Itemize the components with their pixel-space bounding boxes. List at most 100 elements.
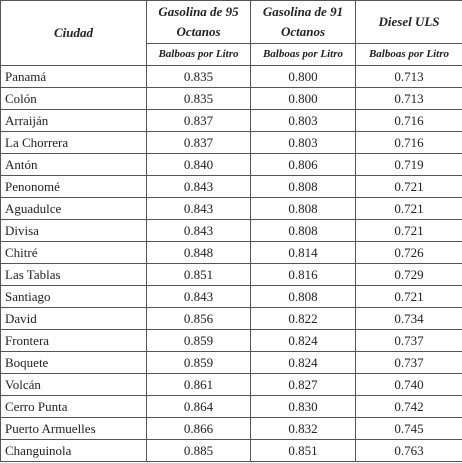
price-cell: 0.843 [146, 175, 251, 198]
price-cell: 0.843 [146, 285, 251, 308]
price-cell: 0.721 [355, 175, 462, 198]
price-cell: 0.859 [146, 329, 251, 352]
price-cell: 0.816 [250, 263, 356, 286]
data-row: Boquete 0.859 0.824 0.737 [0, 351, 462, 374]
header-cell: Gasolina de 91 Octanos [250, 0, 356, 44]
city-cell: La Chorrera [0, 131, 147, 154]
price-cell: 0.851 [250, 439, 356, 462]
city-cell: David [0, 307, 147, 330]
price-cell: 0.848 [146, 241, 251, 264]
price-cell: 0.740 [355, 373, 462, 396]
price-cell: 0.824 [250, 329, 356, 352]
price-cell: 0.861 [146, 373, 251, 396]
price-cell: 0.843 [146, 219, 251, 242]
header-cell: Diesel ULS [355, 0, 462, 44]
data-row: Santiago 0.843 0.808 0.721 [0, 285, 462, 308]
data-row: Penonomé 0.843 0.808 0.721 [0, 175, 462, 198]
price-cell: 0.721 [355, 219, 462, 242]
data-row: Aguadulce 0.843 0.808 0.721 [0, 197, 462, 220]
city-cell: Aguadulce [0, 197, 147, 220]
price-cell: 0.843 [146, 197, 251, 220]
price-cell: 0.721 [355, 197, 462, 220]
city-cell: Volcán [0, 373, 147, 396]
price-cell: 0.734 [355, 307, 462, 330]
header-row: Ciudad Gasolina de 95 Octanos Gasolina d… [0, 0, 462, 66]
price-cell: 0.830 [250, 395, 356, 418]
city-cell: Cerro Punta [0, 395, 147, 418]
data-row: Cerro Punta 0.864 0.830 0.742 [0, 395, 462, 418]
unit-cell: Balboas por Litro [146, 43, 251, 66]
data-row: La Chorrera 0.837 0.803 0.716 [0, 131, 462, 154]
header-cell: Ciudad [0, 0, 147, 66]
price-cell: 0.832 [250, 417, 356, 440]
price-cell: 0.721 [355, 285, 462, 308]
data-row: Chitré 0.848 0.814 0.726 [0, 241, 462, 264]
city-cell: Puerto Armuelles [0, 417, 147, 440]
price-cell: 0.729 [355, 263, 462, 286]
price-cell: 0.837 [146, 109, 251, 132]
price-cell: 0.808 [250, 219, 356, 242]
price-cell: 0.827 [250, 373, 356, 396]
data-row: Puerto Armuelles 0.866 0.832 0.745 [0, 417, 462, 440]
price-cell: 0.737 [355, 329, 462, 352]
city-cell: Arraiján [0, 109, 147, 132]
price-cell: 0.745 [355, 417, 462, 440]
price-cell: 0.859 [146, 351, 251, 374]
price-cell: 0.737 [355, 351, 462, 374]
data-row: Colón 0.835 0.800 0.713 [0, 87, 462, 110]
city-cell: Boquete [0, 351, 147, 374]
data-row: Volcán 0.861 0.827 0.740 [0, 373, 462, 396]
price-cell: 0.856 [146, 307, 251, 330]
city-cell: Chitré [0, 241, 147, 264]
price-cell: 0.808 [250, 197, 356, 220]
price-cell: 0.763 [355, 439, 462, 462]
unit-cell: Balboas por Litro [250, 43, 356, 66]
data-row: Frontera 0.859 0.824 0.737 [0, 329, 462, 352]
price-cell: 0.835 [146, 65, 251, 88]
data-row: Divisa 0.843 0.808 0.721 [0, 219, 462, 242]
price-cell: 0.866 [146, 417, 251, 440]
city-cell: Santiago [0, 285, 147, 308]
city-cell: Penonomé [0, 175, 147, 198]
price-cell: 0.716 [355, 109, 462, 132]
unit-cell: Balboas por Litro [355, 43, 462, 66]
data-row: Panamá 0.835 0.800 0.713 [0, 65, 462, 88]
price-cell: 0.808 [250, 285, 356, 308]
city-cell: Divisa [0, 219, 147, 242]
data-row: David 0.856 0.822 0.734 [0, 307, 462, 330]
price-cell: 0.716 [355, 131, 462, 154]
price-cell: 0.742 [355, 395, 462, 418]
price-cell: 0.814 [250, 241, 356, 264]
price-cell: 0.840 [146, 153, 251, 176]
price-cell: 0.726 [355, 241, 462, 264]
header-cell: Gasolina de 95 Octanos [146, 0, 251, 44]
data-row: Antón 0.840 0.806 0.719 [0, 153, 462, 176]
price-cell: 0.837 [146, 131, 251, 154]
price-cell: 0.713 [355, 87, 462, 110]
city-cell: Antón [0, 153, 147, 176]
data-row: Changuinola 0.885 0.851 0.763 [0, 439, 462, 462]
price-cell: 0.713 [355, 65, 462, 88]
price-cell: 0.851 [146, 263, 251, 286]
data-row: Las Tablas 0.851 0.816 0.729 [0, 263, 462, 286]
price-cell: 0.803 [250, 131, 356, 154]
city-cell: Las Tablas [0, 263, 147, 286]
price-cell: 0.803 [250, 109, 356, 132]
city-cell: Colón [0, 87, 147, 110]
city-cell: Panamá [0, 65, 147, 88]
price-cell: 0.835 [146, 87, 251, 110]
price-cell: 0.806 [250, 153, 356, 176]
price-cell: 0.885 [146, 439, 251, 462]
price-cell: 0.808 [250, 175, 356, 198]
price-cell: 0.800 [250, 87, 356, 110]
city-cell: Changuinola [0, 439, 147, 462]
price-cell: 0.719 [355, 153, 462, 176]
price-cell: 0.864 [146, 395, 251, 418]
data-row: Arraiján 0.837 0.803 0.716 [0, 109, 462, 132]
price-cell: 0.824 [250, 351, 356, 374]
city-cell: Frontera [0, 329, 147, 352]
table-body: Panamá 0.835 0.800 0.713 Colón 0.835 0.800 0.71… [0, 65, 462, 462]
price-cell: 0.822 [250, 307, 356, 330]
